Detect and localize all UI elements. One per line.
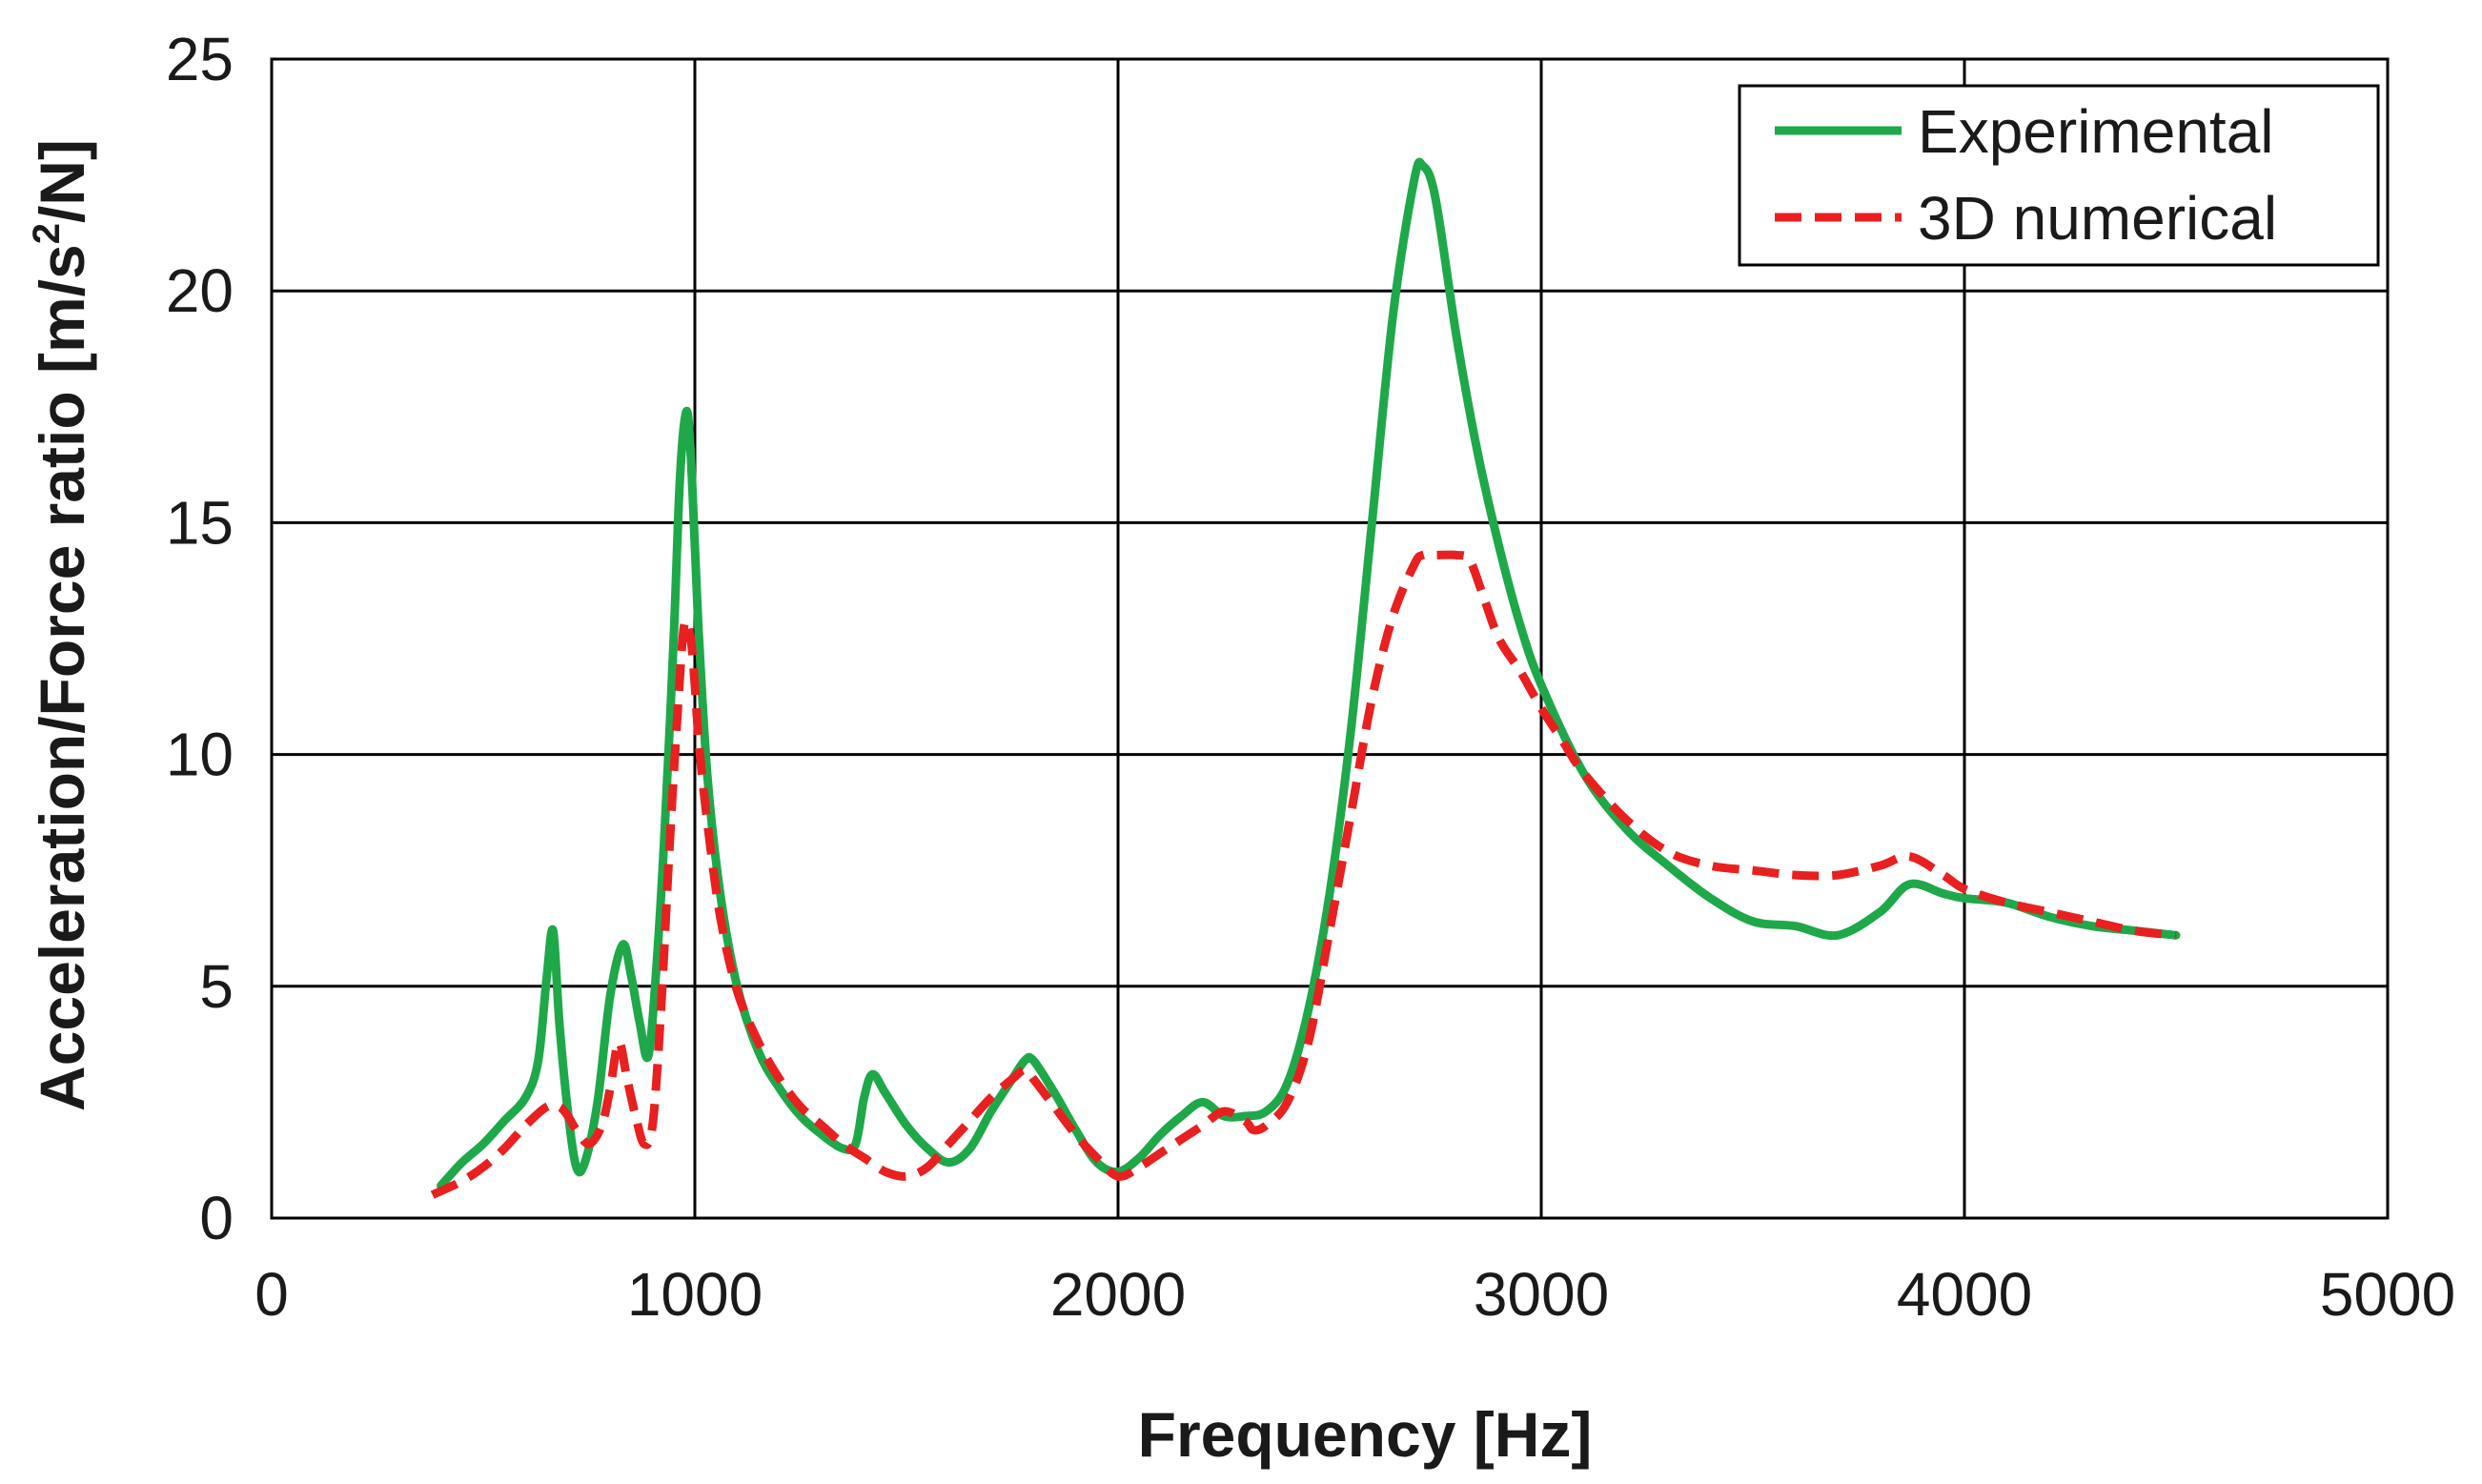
legend-label-3d-numerical: 3D numerical [1918, 184, 2277, 253]
x-axis-title: Frequency [Hz] [1138, 1399, 1593, 1470]
y-tick-label: 0 [199, 1184, 234, 1252]
legend: Experimental 3D numerical [1738, 84, 2380, 267]
x-tick-label: 4000 [1897, 1260, 2032, 1329]
y-tick-label: 20 [166, 256, 234, 325]
series-line-3d-numerical [430, 550, 2177, 1199]
plot-frame [270, 57, 2390, 1220]
x-tick-label: 3000 [1474, 1260, 1609, 1329]
y-axis-title-tail: /N] [27, 139, 97, 223]
y-axis-title-main: Acceleration/Force ratio [m/s [27, 244, 97, 1111]
x-tick-label: 2000 [1050, 1260, 1186, 1329]
y-tick-label: 10 [166, 721, 234, 789]
x-tick-label: 1000 [627, 1260, 763, 1329]
series-layer [430, 157, 2181, 1199]
y-tick-labels: 0 5 10 15 20 25 [166, 25, 234, 1252]
legend-box [1738, 84, 2380, 267]
y-tick-label: 15 [166, 488, 234, 557]
y-axis-title-superscript: 2 [26, 223, 68, 244]
x-tick-label: 5000 [2320, 1260, 2455, 1329]
x-tick-label: 0 [254, 1260, 289, 1329]
y-tick-label: 5 [199, 952, 234, 1021]
y-tick-label: 25 [166, 25, 234, 93]
x-tick-labels: 0 1000 2000 3000 4000 5000 [254, 1260, 2455, 1329]
y-axis-title: Acceleration/Force ratio [m/s2/N] [26, 139, 97, 1111]
legend-label-experimental: Experimental [1918, 97, 2274, 166]
